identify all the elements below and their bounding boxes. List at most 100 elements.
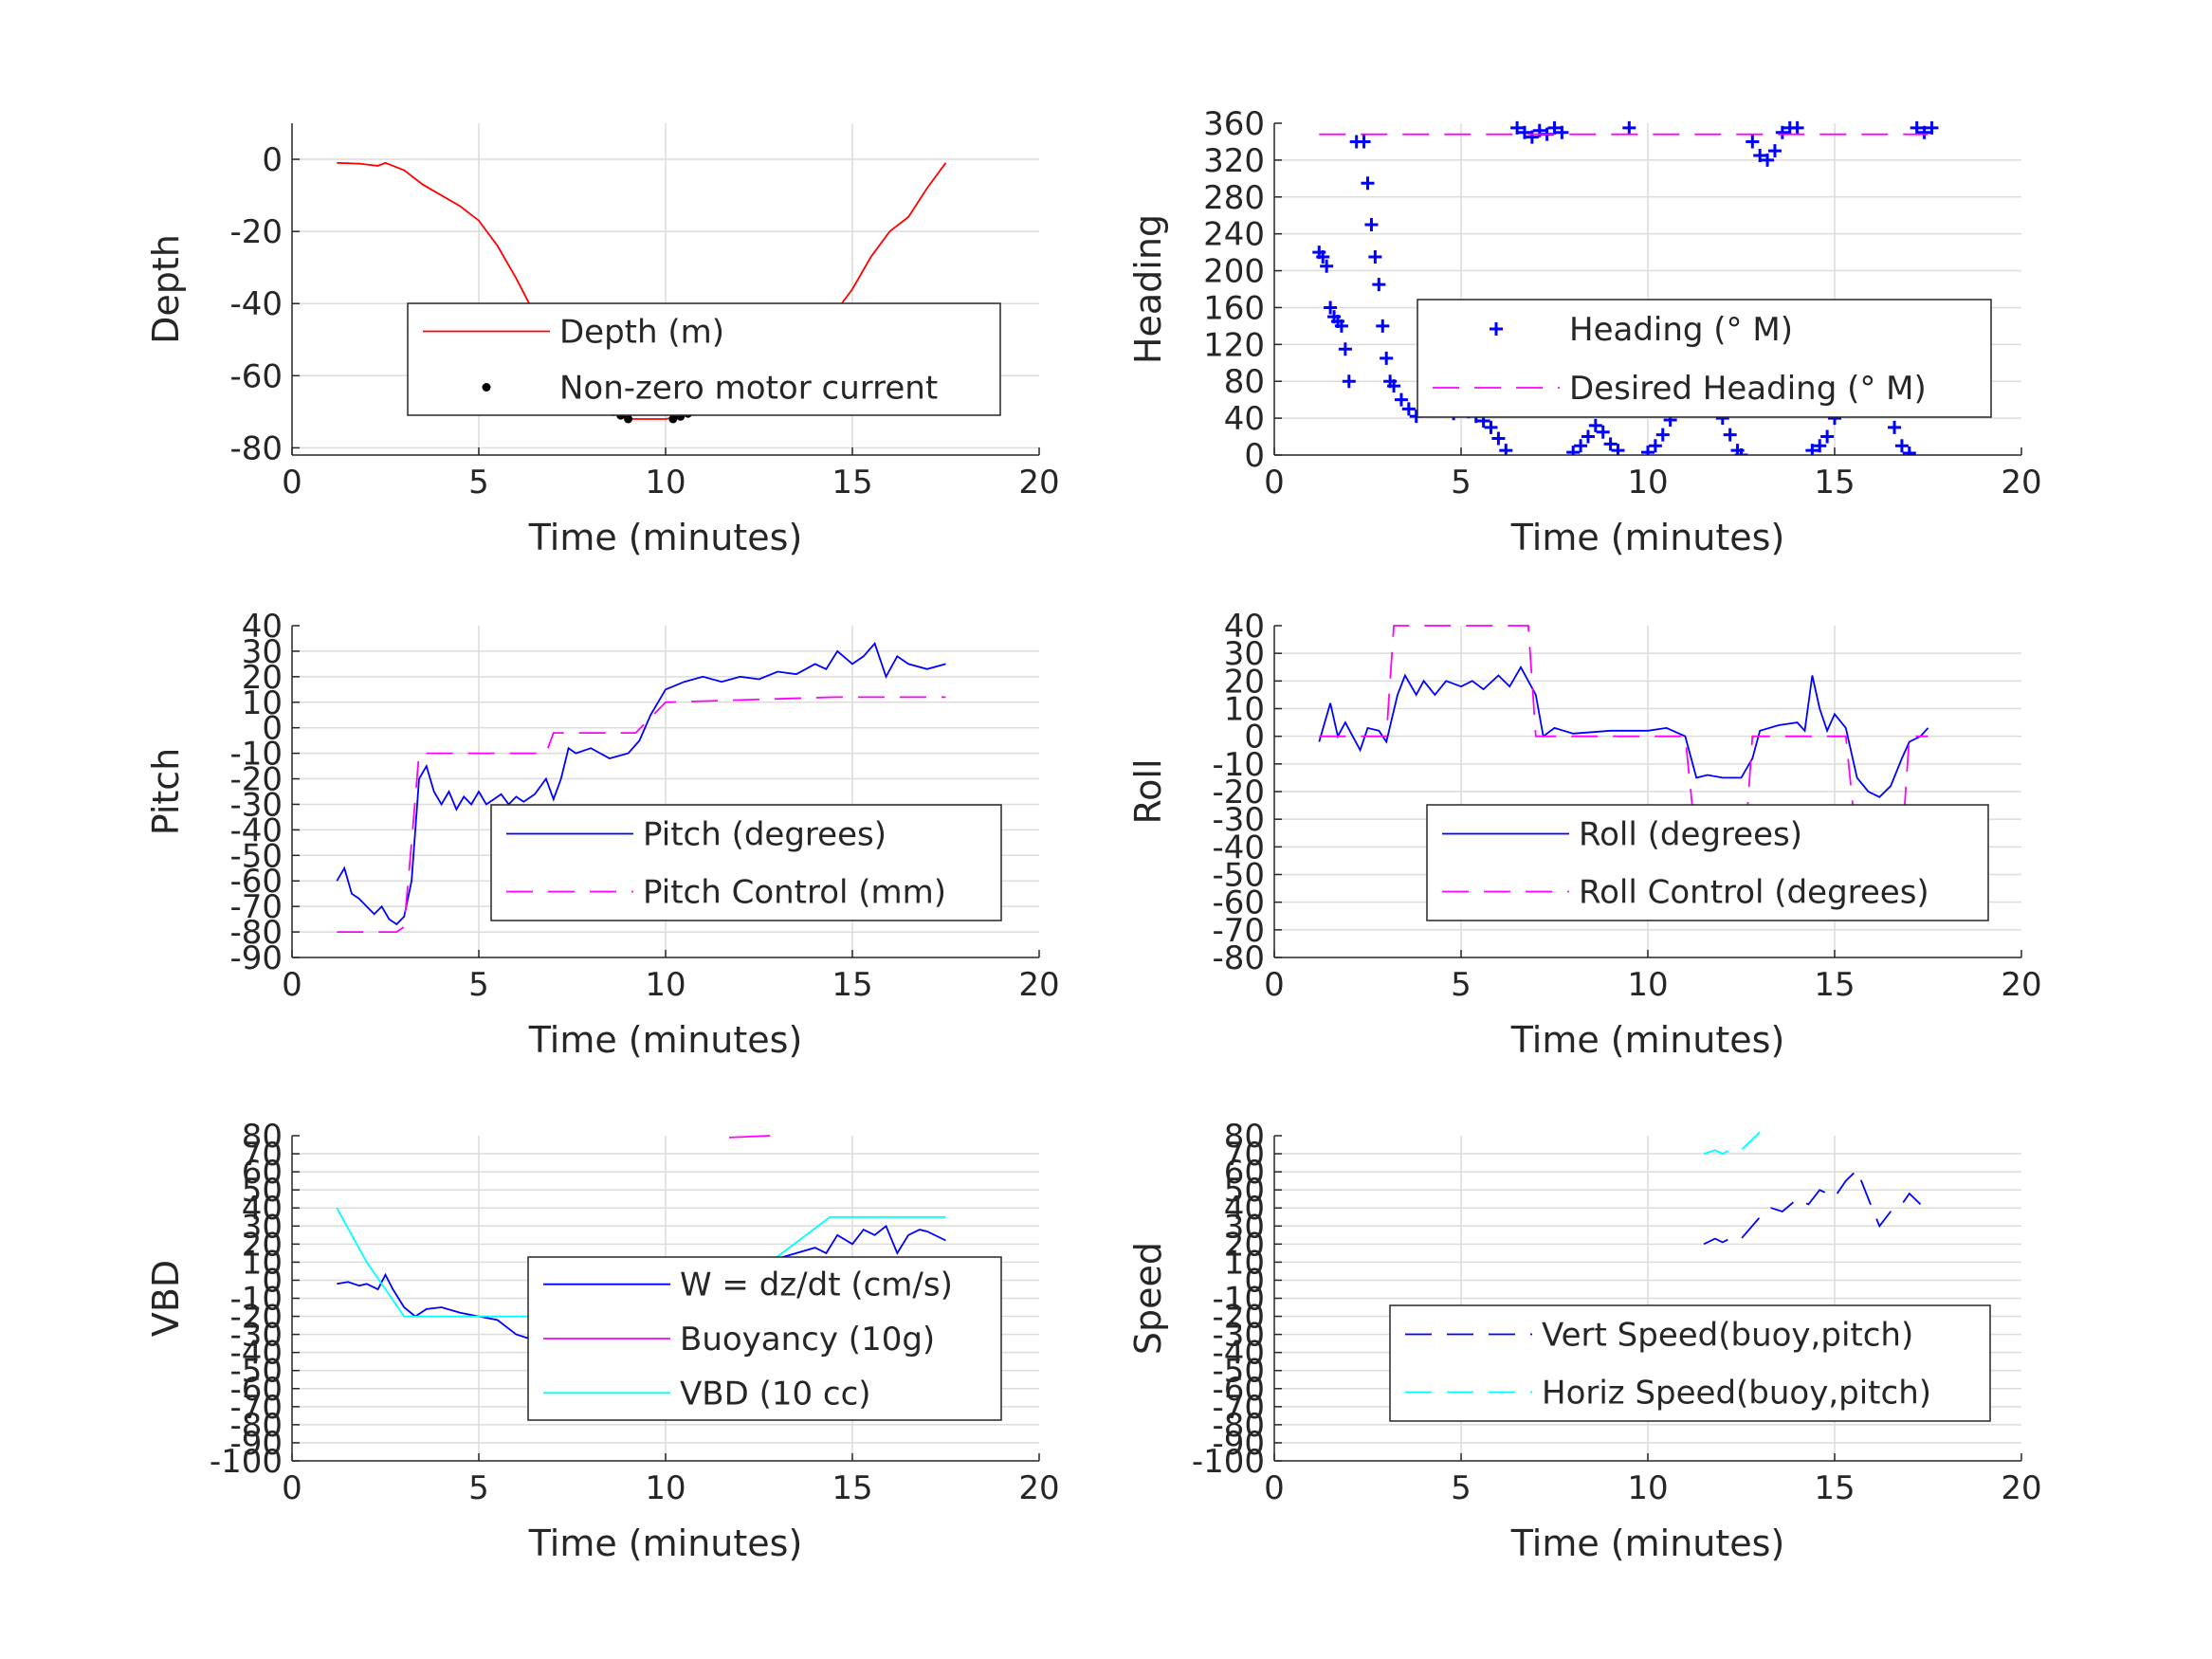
vbd-y-tick-label: -10 <box>229 1281 283 1319</box>
roll-y-tick-label: 40 <box>1224 608 1265 646</box>
depth-series-0-line <box>337 161 947 420</box>
speed-y-tick-label: -40 <box>1212 1335 1265 1373</box>
heading-point <box>1753 149 1767 163</box>
vbd-y-tick-label: 30 <box>242 1208 283 1246</box>
depth-point <box>624 414 633 424</box>
roll-y-tick-label: 0 <box>1244 719 1265 757</box>
speed-y-tick-label: -60 <box>1212 1371 1265 1409</box>
heading-point <box>1925 120 1939 135</box>
depth-y-axis-label: Depth <box>145 234 187 344</box>
pitch-chart: 0 5 10 15 20-90-80-70-60-50-40-30-20-1001020… <box>145 608 1060 1061</box>
pitch-x-tick-label: 20 <box>1018 966 1059 1004</box>
depth-x-axis-label: Time (minutes) <box>528 517 803 558</box>
heading-point <box>1603 437 1618 451</box>
pitch-y-tick-label: -90 <box>229 939 283 977</box>
depth-point <box>668 414 678 424</box>
speed-legend: Vert Speed(buoy,pitch) Horiz Speed(buoy,p… <box>1389 1304 1991 1422</box>
roll-y-tick-label: -50 <box>1212 857 1265 895</box>
roll-y-tick-label: 20 <box>1224 663 1265 701</box>
depth-y-tick-label: -20 <box>229 213 283 251</box>
vbd-y-tick-label: 10 <box>242 1244 283 1282</box>
heading-point <box>1820 429 1835 444</box>
vbd-x-tick-label: 20 <box>1018 1469 1059 1507</box>
heading-point <box>1746 135 1760 149</box>
speed-y-tick-label: -90 <box>1212 1425 1265 1463</box>
vbd-x-tick-label: 10 <box>645 1469 686 1507</box>
speed-y-tick-label: -30 <box>1212 1317 1265 1355</box>
heading-point <box>1790 120 1804 135</box>
heading-point <box>1525 130 1539 144</box>
vbd-y-tick-label: 80 <box>242 1118 283 1156</box>
vbd-legend-label: VBD (10 cc) <box>680 1375 871 1413</box>
vbd-y-tick-label: 70 <box>242 1136 283 1174</box>
speed-series-1-line <box>1703 1131 1761 1156</box>
pitch-series-1-line <box>337 696 946 933</box>
heading-y-tick-label: 40 <box>1224 400 1265 438</box>
heading-point <box>1596 425 1610 439</box>
vbd-x-axis-label: Time (minutes) <box>528 1522 803 1564</box>
roll-x-tick-label: 5 <box>1451 966 1472 1004</box>
heading-y-tick-label: 240 <box>1203 216 1265 254</box>
roll-y-tick-label: -70 <box>1212 912 1265 950</box>
roll-y-tick-label: -20 <box>1212 774 1265 811</box>
vbd-y-tick-label: -70 <box>229 1389 283 1427</box>
pitch-x-tick-label: 0 <box>282 966 302 1004</box>
heading-x-tick-label: 0 <box>1264 464 1285 501</box>
heading-y-tick-label: 80 <box>1224 363 1265 401</box>
heading-legend-label: Heading (° M) <box>1569 311 1793 349</box>
heading-point <box>1316 249 1330 264</box>
roll-y-tick-label: -30 <box>1212 801 1265 839</box>
speed-data <box>1703 1131 1922 1246</box>
heading-x-tick-label: 5 <box>1451 464 1472 501</box>
heading-point <box>1357 135 1371 149</box>
heading-point <box>1380 351 1394 365</box>
vbd-legend: W = dz/dt (cm/s) Buoyancy (10g) VBD (10 cc… <box>527 1256 1002 1421</box>
speed-y-tick-label: -70 <box>1212 1389 1265 1427</box>
heading-point <box>1376 319 1390 333</box>
heading-y-tick-label: 280 <box>1203 179 1265 217</box>
depth-y-tick-label: -80 <box>229 429 283 467</box>
pitch-y-axis-label: Pitch <box>145 748 187 836</box>
roll-legend-label: Roll Control (degrees) <box>1579 874 1929 912</box>
heading-point <box>1813 439 1827 453</box>
heading-y-tick-label: 320 <box>1203 142 1265 180</box>
depth-y-tick-label: 0 <box>262 141 283 179</box>
heading-x-axis-label: Time (minutes) <box>1510 517 1785 558</box>
vbd-y-tick-label: -100 <box>210 1443 283 1481</box>
vbd-y-tick-label: -30 <box>229 1317 283 1355</box>
heading-point <box>1902 447 1916 455</box>
heading-point <box>1342 374 1356 389</box>
heading-point <box>1917 125 1931 139</box>
vbd-y-tick-label: -50 <box>229 1353 283 1391</box>
pitch-y-tick-label: 0 <box>262 710 283 748</box>
heading-point <box>1368 249 1382 264</box>
pitch-y-tick-label: -80 <box>229 914 283 952</box>
speed-y-tick-label: 60 <box>1224 1154 1265 1192</box>
heading-point <box>1588 418 1602 432</box>
vbd-x-tick-label: 5 <box>468 1469 489 1507</box>
roll-x-axis-label: Time (minutes) <box>1510 1019 1785 1061</box>
depth-legend-marker <box>482 383 491 392</box>
heading-legend: Heading (° M) Desired Heading (° M) <box>1417 299 1992 418</box>
heading-point <box>1334 319 1348 333</box>
vbd-chart: 0 5 10 15 20-100-90-80-70-60-50-40-30-20-100… <box>145 1118 1060 1564</box>
speed-y-tick-label: -100 <box>1192 1443 1265 1481</box>
heading-point <box>1499 444 1513 455</box>
vbd-y-tick-label: -90 <box>229 1425 283 1463</box>
roll-y-tick-label: 30 <box>1224 635 1265 673</box>
vbd-y-tick-label: 40 <box>242 1190 283 1228</box>
speed-x-tick-label: 5 <box>1451 1469 1472 1507</box>
vbd-x-tick-label: 0 <box>282 1469 302 1507</box>
roll-x-tick-label: 0 <box>1264 966 1285 1004</box>
heading-point <box>1394 392 1408 407</box>
heading-point <box>1338 342 1352 356</box>
heading-y-tick-label: 0 <box>1244 437 1265 475</box>
vbd-y-tick-label: 0 <box>262 1262 283 1300</box>
heading-point <box>1361 176 1375 191</box>
heading-point <box>1648 439 1662 453</box>
speed-y-tick-label: 70 <box>1224 1136 1265 1174</box>
speed-x-axis-label: Time (minutes) <box>1510 1522 1785 1564</box>
depth-x-tick-label: 5 <box>468 464 489 501</box>
